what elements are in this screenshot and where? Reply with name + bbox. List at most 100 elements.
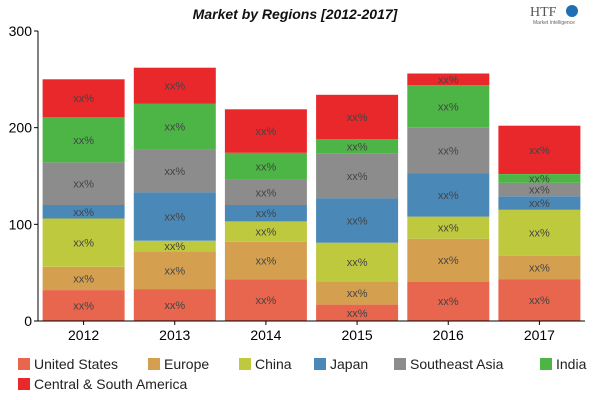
legend-item: Southeast Asia [394,356,504,372]
legend-item: India [540,356,587,372]
x-tick-label: 2015 [342,327,373,343]
bar-segment-2017-1 [498,255,581,280]
bar-label: xx% [164,300,185,312]
bar-segment-2013-4 [133,149,216,193]
bar-segment-2016-6 [407,73,490,86]
bar-label: xx% [256,295,277,307]
bar-label: xx% [529,173,550,185]
bar-segment-2013-3 [133,192,216,241]
bar-segment-2016-4 [407,127,490,174]
legend-swatch [18,358,30,370]
bar-label: xx% [347,308,368,320]
bar-label: xx% [164,122,185,134]
y-tick-label: 300 [9,23,33,39]
bar-segment-2017-6 [498,125,581,174]
bar-label: xx% [347,288,368,300]
chart-title: Market by Regions [2012-2017] [193,6,399,22]
bar-segment-2012-5 [42,117,125,163]
bar-segment-2013-6 [133,67,216,104]
bar-label: xx% [73,274,94,286]
x-tick-label: 2012 [68,327,99,343]
bar-segment-2015-6 [316,94,399,140]
bar-segment-2012-1 [42,266,125,291]
htf-logo: HTF Market Intelligence [530,5,578,26]
bar-label: xx% [73,301,94,313]
bar-label: xx% [438,255,459,267]
bar-segment-2013-5 [133,103,216,150]
bar-label: xx% [256,208,277,220]
bar-segment-2012-0 [42,290,125,321]
legend-label: United States [34,356,118,372]
bar-label: xx% [256,126,277,138]
legend-item: Central & South America [18,376,188,392]
x-tick-label: 2016 [433,327,464,343]
bar-segment-2013-2 [133,240,216,252]
bar-label: xx% [438,101,459,113]
bar-label: xx% [347,216,368,228]
legend-swatch [540,358,552,370]
bar-label: xx% [256,161,277,173]
legend-swatch [148,358,160,370]
bar-segment-2012-3 [42,205,125,219]
bar-label: xx% [73,238,94,250]
bar-segment-2014-6 [224,109,307,153]
y-tick-label: 100 [9,216,33,232]
bar-segment-2017-2 [498,209,581,256]
bar-label: xx% [347,112,368,124]
bar-label: xx% [73,179,94,191]
legend-swatch [314,358,326,370]
logo-mark: HTF [530,5,557,20]
bar-segment-2012-4 [42,162,125,205]
legend-label: Central & South America [34,376,188,392]
bar-label: xx% [347,142,368,154]
x-tick-label: 2014 [250,327,281,343]
bar-label: xx% [529,198,550,210]
bar-segment-2017-3 [498,196,581,210]
bar-label: xx% [529,228,550,240]
bar-segment-2016-3 [407,173,490,217]
bar-segment-2016-0 [407,281,490,321]
bar-label: xx% [256,256,277,268]
bar-segment-2015-3 [316,198,399,243]
bar-segment-2015-1 [316,281,399,305]
x-tick-label: 2017 [524,327,555,343]
bar-label: xx% [164,81,185,93]
bar-segment-2017-5 [498,174,581,183]
y-tick-label: 200 [9,120,33,136]
legend: United States Europe China Japan Southeast A… [18,356,587,392]
bar-segment-2014-0 [224,279,307,321]
bar-segment-2015-4 [316,153,399,199]
legend-label: India [556,356,587,372]
x-axis: 2012 2013 2014 2015 2016 2017 [38,320,585,343]
bar-label: xx% [529,262,550,274]
bar-segment-2014-2 [224,221,307,242]
bar-segment-2016-1 [407,238,490,282]
bar-label: xx% [164,212,185,224]
bar-label: xx% [164,265,185,277]
bar-label: xx% [73,135,94,147]
bar-segment-2015-2 [316,242,399,282]
bar-segment-2015-5 [316,139,399,154]
bar-segment-2012-6 [42,79,125,117]
bar-label: xx% [529,185,550,197]
plot-area: xx% xx% xx% xx% xx% xx% xx% xx% xx% xx% xx% xx% xx% x… [42,67,581,321]
bar-label: xx% [164,241,185,253]
bar-label: xx% [73,207,94,219]
logo-subtext: Market Intelligence [533,20,575,26]
bar-label: xx% [438,223,459,235]
bar-segment-2014-1 [224,241,307,280]
legend-item: Europe [148,356,209,372]
legend-label: China [255,356,292,372]
bar-segment-2017-0 [498,279,581,321]
bar-label: xx% [164,166,185,178]
globe-icon [566,5,578,17]
bar-segment-2016-5 [407,85,490,128]
bar-segment-2017-4 [498,182,581,197]
bar-label: xx% [529,145,550,157]
bar-segment-2016-2 [407,216,490,239]
bar-label: xx% [73,93,94,105]
bar-label: xx% [438,145,459,157]
bar-segment-2013-0 [133,289,216,321]
bar-label: xx% [256,187,277,199]
bar-segment-2014-3 [224,205,307,222]
